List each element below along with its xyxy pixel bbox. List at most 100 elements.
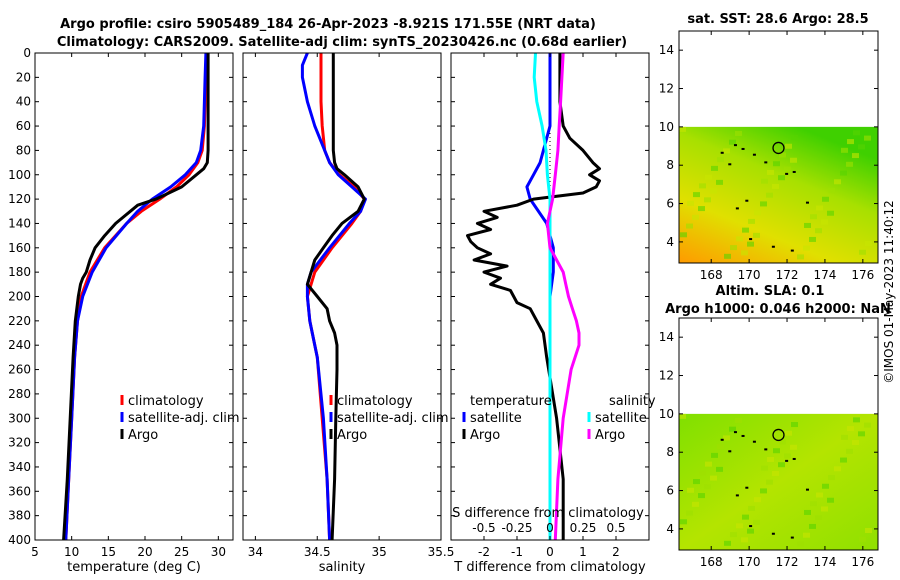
legend-label: satellite [595,411,647,426]
map-cell [761,465,768,471]
series-satellite [64,52,208,541]
x-tick-label: 15 [101,545,116,559]
map-cell [680,519,687,525]
y-tick-label: 120 [8,192,31,206]
map-cell [760,201,767,207]
map-y-tick-label: 12 [659,369,674,383]
map-cell [724,540,731,546]
map-cell [717,157,724,163]
island-marker [728,163,732,166]
map-cell [753,519,760,525]
map-cell [716,179,723,185]
island-marker [741,434,745,437]
y-tick-label: 80 [16,143,31,157]
map-cell [748,505,755,511]
island-marker [790,249,794,252]
map-cell [686,510,693,516]
island-marker [720,151,724,154]
map-cell [822,483,829,489]
island-marker [752,440,756,443]
island-marker [792,457,796,460]
legend-label: Argo [128,428,158,443]
island-marker [745,486,749,489]
x-axis-label: T difference from climatology [453,560,646,575]
y-tick-label: 160 [8,241,31,255]
map-cell [797,541,804,547]
map-cell [841,147,848,153]
map-cell [723,435,730,441]
map-cell [840,170,847,176]
map-cell [723,148,730,154]
map-cell [679,413,686,419]
map-cell [810,214,817,220]
map-x-tick-label: 174 [813,268,836,282]
map-x-tick-label: 176 [851,555,874,569]
map-cell [828,188,835,194]
map-cell [699,183,706,189]
x-tick-label: -1 [511,545,523,559]
legend-label: satellite [470,411,522,426]
map-title: sat. SST: 28.6 Argo: 28.5 [687,12,868,27]
x-tick-label: 2 [612,545,620,559]
map-cell [804,222,811,228]
float-position-marker [772,141,785,155]
x-tick-label: 34 [248,545,263,559]
map-cell [729,426,736,432]
map-cell [686,223,693,229]
map-cell [841,434,848,440]
x-tick-label: 5 [31,545,39,559]
map-cell [859,249,866,255]
series-salinity-argo [545,52,581,541]
map-cell [687,487,694,493]
map-cell [704,484,711,490]
map-data-field [679,126,878,263]
map-cell [797,254,804,260]
map-y-tick-label: 6 [666,484,674,498]
legend-title-temperature: temperature [470,394,552,409]
map-x-tick-label: 174 [813,555,836,569]
map-cell [790,157,797,163]
salinity-panel: 34 34.5 35 35.5 salinity climatology satellite… [242,52,454,575]
y-tick-label: 260 [8,363,31,377]
map-cell [827,210,834,216]
map-cell [784,453,791,459]
island-marker [764,161,768,164]
map-y-tick-label: 12 [659,82,674,96]
map-cell [736,236,743,242]
map-cell [815,228,822,234]
island-marker [733,431,737,434]
map-cell [846,161,853,167]
map-cell [858,144,865,150]
map-cell [754,210,761,216]
y-tick-label: 0 [23,46,31,60]
map-cell [753,232,760,238]
y-tick-label: 240 [8,338,31,352]
map-cell [847,139,854,145]
island-marker [785,172,789,175]
legend-title-salinity: salinity [609,394,656,409]
difference-panel: -2 -1 0 1 2 -0.5 -0.25 0 0.25 0.5S difference fro… [450,52,656,575]
map-cell [767,456,774,462]
x-tick-label: 1 [579,545,587,559]
x-tick-label: 25 [174,545,189,559]
x-top-tick-label: 0.5 [606,521,625,535]
map-cell [790,444,797,450]
map-cell [809,236,816,242]
imos-timestamp: ©IMOS 01-May-2023 11:40:12 [882,200,896,384]
island-marker [805,201,809,204]
map-cell [747,241,754,247]
series-climatology [64,52,209,541]
y-tick-label: 220 [8,314,31,328]
series-salinity-satellite [532,52,552,540]
map-cell [729,139,736,145]
y-tick-label: 380 [8,509,31,523]
map-cell [730,532,737,538]
island-marker [764,448,768,451]
map-cell [742,227,749,233]
map-cell [827,497,834,503]
map-cell [865,241,872,247]
title-line-2: Climatology: CARS2009. Satellite-adj cli… [57,35,627,50]
x-top-tick-label: 0.25 [570,521,597,535]
x-top-tick-label: -0.5 [472,521,495,535]
